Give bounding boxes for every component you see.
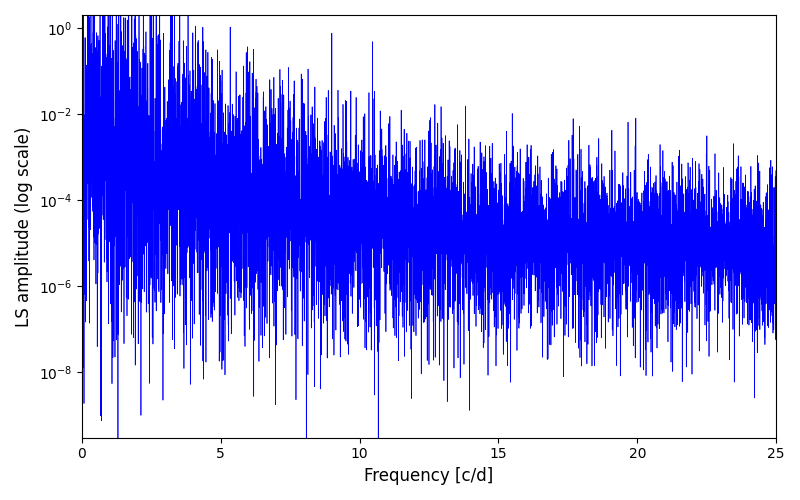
- Y-axis label: LS amplitude (log scale): LS amplitude (log scale): [15, 126, 33, 326]
- X-axis label: Frequency [c/d]: Frequency [c/d]: [364, 467, 494, 485]
